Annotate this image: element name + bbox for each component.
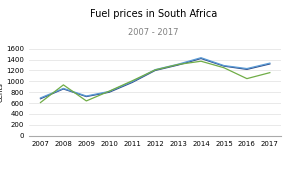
ULP 93 [153,69,157,72]
ULP 95 [62,87,65,89]
ULP 95 [130,81,134,83]
DSL 0.05 [153,69,157,71]
Y-axis label: Cents: Cents [0,82,3,102]
ULP 93 [62,88,65,90]
ULP 95 [39,97,42,99]
DSL 0.05 [245,78,249,80]
DSL 0.05 [199,60,203,62]
DSL 0.05 [176,64,180,66]
Line: DSL 0.05: DSL 0.05 [41,61,270,102]
Legend: ULP 93, ULP 95, DSL 0.05: ULP 93, ULP 95, DSL 0.05 [88,172,222,174]
ULP 95 [199,57,203,59]
ULP 93 [85,96,88,98]
DSL 0.05 [130,80,134,82]
ULP 95 [153,69,157,71]
ULP 93 [108,91,111,93]
Text: Fuel prices in South Africa: Fuel prices in South Africa [90,9,217,19]
DSL 0.05 [108,90,111,92]
Text: 2007 - 2017: 2007 - 2017 [128,28,179,37]
ULP 93 [245,68,249,70]
Line: ULP 95: ULP 95 [41,58,270,98]
DSL 0.05 [222,67,226,69]
ULP 95 [245,68,249,70]
ULP 95 [108,90,111,92]
DSL 0.05 [62,84,65,86]
DSL 0.05 [85,100,88,102]
ULP 95 [176,63,180,65]
ULP 93 [39,98,42,100]
ULP 93 [130,81,134,84]
ULP 93 [199,57,203,60]
ULP 93 [222,65,226,67]
DSL 0.05 [268,72,271,74]
ULP 95 [222,65,226,67]
DSL 0.05 [39,101,42,104]
ULP 93 [176,64,180,66]
ULP 95 [85,95,88,97]
ULP 93 [268,63,271,65]
Line: ULP 93: ULP 93 [41,58,270,99]
ULP 95 [268,62,271,64]
